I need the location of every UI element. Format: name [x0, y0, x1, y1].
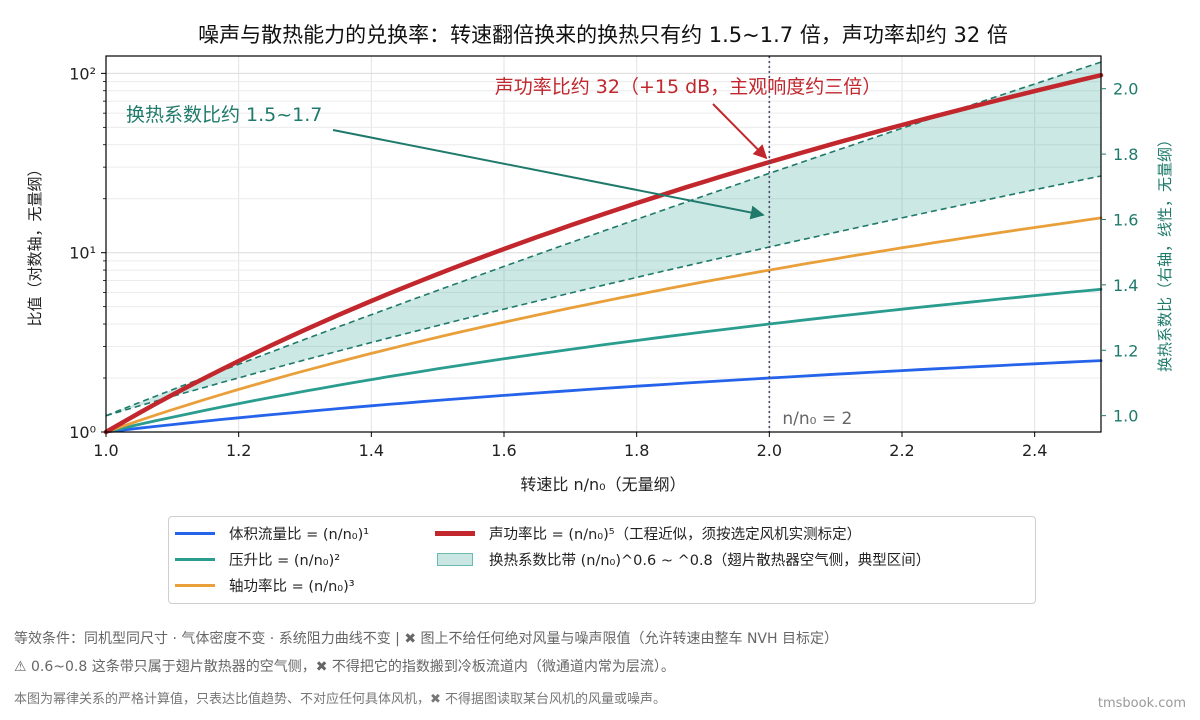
legend-swatch-pressure: [175, 558, 215, 561]
band-lower-edge: [105, 175, 1102, 417]
grid: [105, 56, 1101, 433]
series-line-3: [103, 72, 1104, 435]
plot-frame: [105, 55, 1102, 433]
y-right-tick-label-4: 1.8: [1113, 145, 1138, 164]
legend-swatch-flow: [175, 532, 215, 535]
chart-canvas: 噪声与散热能力的兑换率：转速翻倍换来的换热只有约 1.5~1.7 倍，声功率却约…: [26, 23, 1174, 494]
x-tick-label-2: 1.4: [359, 441, 384, 460]
x-axis-label: 转速比 n/n₀（无量纲）: [520, 475, 685, 494]
vline-label: n/n₀ = 2: [782, 409, 852, 429]
x-tick-label-7: 2.4: [1022, 441, 1047, 460]
series-lines: [103, 72, 1104, 435]
y-axis-label-right: 换热系数比（右轴，线性，无量纲）: [1156, 132, 1174, 372]
legend-label-pressure: 压升比 = (n/n₀)²: [229, 553, 341, 569]
annotation-sound-power: 声功率比约 32（+15 dB，主观响度约三倍）: [495, 76, 881, 98]
annotation-sound-power-arrow: [712, 103, 768, 160]
series-line-2: [104, 216, 1103, 434]
legend-label-power: 轴功率比 = (n/n₀)³: [229, 579, 355, 595]
legend-label-band: 换热系数比带 (n/n₀)^0.6 ~ ^0.8（翅片散热器空气侧，典型区间）: [489, 553, 931, 569]
y-right-tick-label-3: 1.6: [1113, 210, 1138, 229]
series-line-1: [104, 287, 1103, 434]
y-axis-label: 比值（对数轴，无量纲）: [26, 161, 44, 326]
footer-note-1: 等效条件：同机型同尺寸 · 气体密度不变 · 系统阻力曲线不变 | ✖ 图上不给…: [14, 631, 838, 647]
legend-item-pressure: 压升比 = (n/n₀)²: [175, 549, 340, 570]
y-right-tick-label-5: 2.0: [1113, 80, 1138, 99]
x-tick-label-3: 1.6: [491, 441, 516, 460]
series-line-0: [104, 359, 1103, 434]
legend-swatch-band: [437, 553, 473, 566]
axes: 1.0 1.2 1.4 1.6 1.8 2.0 2.2 2.4 10⁰ 10¹ 10² 1.0 1.2 1…: [69, 64, 1138, 460]
x-tick-label-1: 1.2: [226, 441, 251, 460]
y-right-tick-label-0: 1.0: [1113, 407, 1138, 426]
y-tick-label-0: 10⁰: [69, 423, 96, 442]
annotation-heat-transfer: 换热系数比约 1.5~1.7: [126, 104, 322, 126]
band-fill: [106, 62, 1101, 416]
chart-title: 噪声与散热能力的兑换率：转速翻倍换来的换热只有约 1.5~1.7 倍，声功率却约…: [198, 23, 1008, 47]
legend-item-flow: 体积流量比 = (n/n₀)¹: [175, 523, 369, 544]
legend-item-sound-power: 声功率比 = (n/n₀)⁵（工程近似，须按选定风机实测标定）: [435, 523, 861, 544]
x-tick-label-6: 2.2: [889, 441, 914, 460]
legend-item-band: 换热系数比带 (n/n₀)^0.6 ~ ^0.8（翅片散热器空气侧，典型区间）: [435, 549, 930, 570]
y-right-tick-label-1: 1.2: [1113, 341, 1138, 360]
footer-note-3: 本图为幂律关系的严格计算值，只表达比值趋势、不对应任何具体风机，✖ 不得据图读取…: [14, 692, 667, 707]
legend-label-sound-power: 声功率比 = (n/n₀)⁵（工程近似，须按选定风机实测标定）: [489, 527, 862, 543]
y-tick-label-1: 10¹: [69, 244, 96, 263]
y-right-tick-label-2: 1.4: [1113, 276, 1138, 295]
legend-swatch-power: [175, 584, 215, 587]
x-tick-label-5: 2.0: [757, 441, 782, 460]
brand-watermark: tmsbook.com: [1097, 696, 1186, 711]
legend-item-power: 轴功率比 = (n/n₀)³: [175, 575, 355, 596]
x-tick-label-0: 1.0: [93, 441, 118, 460]
y-tick-label-2: 10²: [69, 64, 96, 83]
annotation-heat-transfer-arrow: [332, 129, 765, 220]
x-tick-label-4: 1.8: [624, 441, 649, 460]
footer-note-2: ⚠ 0.6~0.8 这条带只属于翅片散热器的空气侧，✖ 不得把它的指数搬到冷板流…: [14, 659, 675, 675]
legend-swatch-sound-power: [435, 531, 475, 536]
annotations: 声功率比约 32（+15 dB，主观响度约三倍） 换热系数比约 1.5~1.7: [126, 76, 881, 220]
reference-vline: n/n₀ = 2: [768, 56, 852, 432]
legend: 体积流量比 = (n/n₀)¹ 压升比 = (n/n₀)² 轴功率比 = (n/…: [168, 516, 1036, 604]
legend-label-flow: 体积流量比 = (n/n₀)¹: [229, 527, 370, 543]
